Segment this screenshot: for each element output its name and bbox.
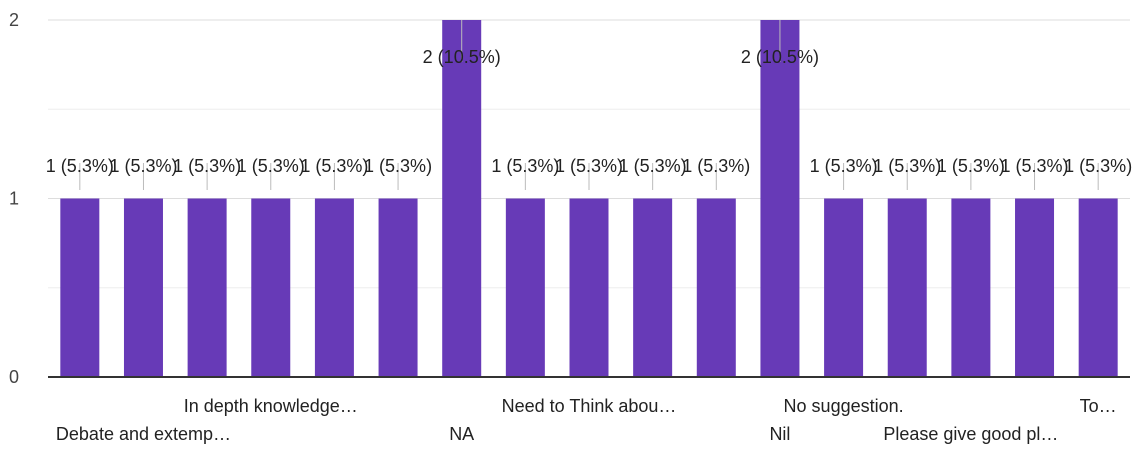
data-label: 1 (5.3%) — [173, 156, 241, 176]
x-tick-label: Need to Think abou… — [502, 396, 677, 416]
bar — [887, 198, 927, 377]
data-label: 1 (5.3%) — [300, 156, 368, 176]
data-label: 1 (5.3%) — [555, 156, 623, 176]
bar — [251, 198, 291, 377]
bar — [1015, 198, 1055, 377]
data-label: 1 (5.3%) — [1001, 156, 1069, 176]
x-tick-label: Debate and extemp… — [56, 424, 231, 444]
x-tick-label: Please give good pl… — [883, 424, 1058, 444]
bar — [951, 198, 991, 377]
bar — [760, 20, 800, 377]
data-label: 1 (5.3%) — [364, 156, 432, 176]
data-label: 1 (5.3%) — [810, 156, 878, 176]
data-label: 1 (5.3%) — [873, 156, 941, 176]
data-labels: 1 (5.3%)1 (5.3%)1 (5.3%)1 (5.3%)1 (5.3%)… — [46, 47, 1132, 176]
data-label: 1 (5.3%) — [937, 156, 1005, 176]
bar — [442, 20, 482, 377]
y-axis-ticks: 0 1 2 — [9, 10, 19, 387]
bar — [633, 198, 673, 377]
bar — [696, 198, 736, 377]
bar — [569, 198, 609, 377]
bar — [314, 198, 354, 377]
data-label: 1 (5.3%) — [682, 156, 750, 176]
bar — [378, 198, 418, 377]
x-axis-labels: Debate and extemp… In depth knowledge… NA N… — [56, 396, 1117, 444]
x-tick-label: NA — [449, 424, 474, 444]
x-tick-label: To… — [1080, 396, 1117, 416]
x-tick-label: No suggestion. — [784, 396, 904, 416]
data-label: 1 (5.3%) — [237, 156, 305, 176]
y-tick-label: 1 — [9, 189, 19, 209]
x-tick-label: In depth knowledge… — [184, 396, 358, 416]
x-tick-label: Nil — [769, 424, 790, 444]
data-label: 2 (10.5%) — [741, 47, 819, 67]
data-label: 1 (5.3%) — [109, 156, 177, 176]
data-label: 1 (5.3%) — [619, 156, 687, 176]
data-label: 1 (5.3%) — [46, 156, 114, 176]
bar — [187, 198, 227, 377]
y-tick-label: 0 — [9, 367, 19, 387]
bar — [123, 198, 163, 377]
bar — [60, 198, 100, 377]
data-label: 2 (10.5%) — [423, 47, 501, 67]
data-label: 1 (5.3%) — [491, 156, 559, 176]
y-tick-label: 2 — [9, 10, 19, 30]
bar — [1078, 198, 1118, 377]
bar — [824, 198, 864, 377]
bars — [60, 20, 1118, 377]
bar — [505, 198, 545, 377]
data-label: 1 (5.3%) — [1064, 156, 1132, 176]
